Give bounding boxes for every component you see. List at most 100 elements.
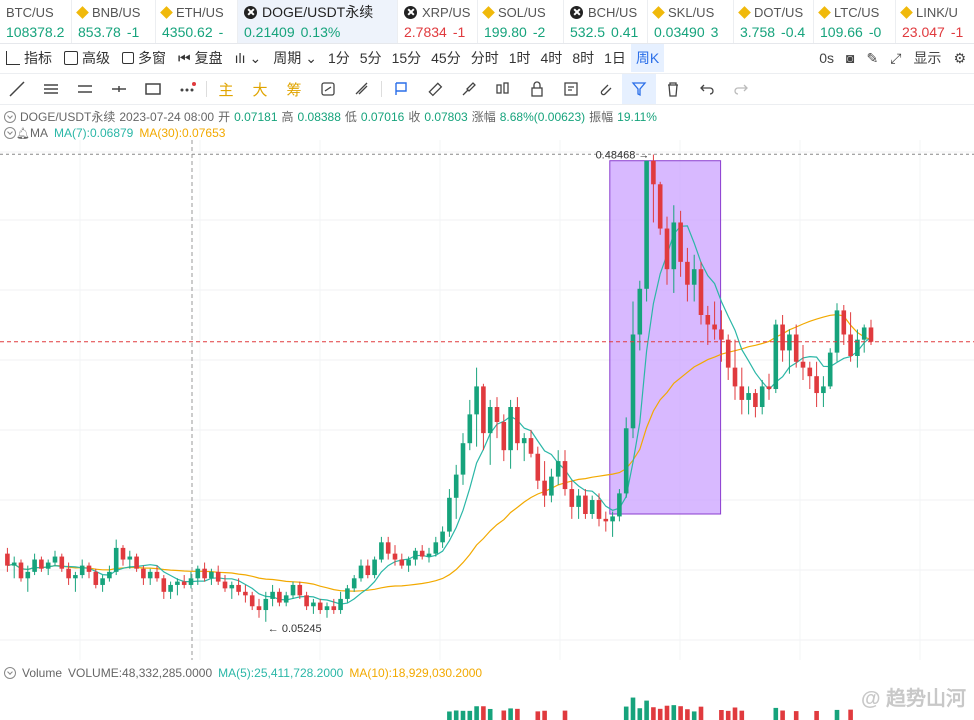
sync-tool[interactable] bbox=[311, 74, 345, 104]
camera-icon[interactable]: ◙ bbox=[846, 50, 855, 66]
candle-body bbox=[644, 160, 649, 289]
brush-tool[interactable] bbox=[452, 74, 486, 104]
candle-body bbox=[406, 559, 411, 566]
attach-tool[interactable] bbox=[588, 74, 622, 104]
horizontal-lines-tool[interactable] bbox=[34, 74, 68, 104]
candle bbox=[134, 553, 139, 572]
volume-info-bar: Volume VOLUME:48,332,285.0000 MA(5):25,4… bbox=[4, 666, 482, 680]
ticker-tab[interactable]: DOGE/USDT永续 0.21409 0.13% bbox=[238, 0, 398, 43]
trend-line-tool[interactable] bbox=[0, 74, 34, 104]
interval-button[interactable]: 5分 bbox=[359, 50, 382, 66]
volume-bar bbox=[814, 710, 819, 720]
ticker-tab[interactable]: SKL/US 0.03490 3 bbox=[648, 0, 734, 43]
ticker-tab[interactable]: XRP/US 2.7834 -1 bbox=[398, 0, 478, 43]
interval-button[interactable]: 4时 bbox=[540, 50, 563, 66]
filter-tool[interactable] bbox=[622, 74, 656, 104]
ticker-tab-bar: BTC/US 108378.2 BNB/US 853.78 -1 ETH/US 4350.6… bbox=[0, 0, 974, 44]
note-tool[interactable] bbox=[554, 74, 588, 104]
lock-tool[interactable] bbox=[520, 74, 554, 104]
candle-body bbox=[637, 288, 643, 335]
ticker-tab[interactable]: SOL/US 199.80 -2 bbox=[478, 0, 564, 43]
candle-body bbox=[351, 578, 357, 589]
fullscreen-icon[interactable]: ⤢ bbox=[890, 49, 902, 66]
candlestick-chart[interactable]: 0.48468 → ← 0.05245 bbox=[0, 140, 974, 660]
volume-bar bbox=[651, 707, 656, 720]
replay-button[interactable]: ⏮ 复盘 bbox=[172, 44, 229, 72]
parallel-channel-tool[interactable] bbox=[68, 74, 102, 104]
candle bbox=[821, 376, 826, 408]
ticker-tab[interactable]: BNB/US 853.78 -1 bbox=[72, 0, 156, 43]
candle-body bbox=[311, 602, 316, 607]
volume-bar bbox=[691, 711, 697, 720]
more-tools-button[interactable] bbox=[170, 74, 204, 104]
bell-icon[interactable]: 🔔︎ bbox=[16, 127, 30, 140]
redo-button[interactable] bbox=[724, 74, 758, 104]
volume-bar bbox=[739, 710, 745, 720]
amplitude-value: 19.11% bbox=[617, 109, 657, 124]
candle-body bbox=[868, 327, 874, 342]
ticker-price-row: 0.21409 0.13% bbox=[244, 24, 397, 40]
edit-icon[interactable]: ✎ bbox=[866, 49, 879, 66]
ticker-tab[interactable]: BCH/US 532.5 0.41 bbox=[564, 0, 648, 43]
gear-icon[interactable]: ⚙ bbox=[953, 49, 966, 66]
candle-body bbox=[705, 315, 711, 325]
candle bbox=[385, 536, 391, 560]
annotation-tool[interactable] bbox=[384, 74, 418, 104]
candle bbox=[120, 545, 126, 566]
candle-body bbox=[698, 269, 704, 316]
ticker-tab[interactable]: LINK/U 23.047 -1 bbox=[896, 0, 974, 43]
interval-button[interactable]: 15分 bbox=[391, 50, 422, 66]
display-button[interactable]: 显示 bbox=[913, 50, 942, 66]
ticker-price: 199.80 bbox=[484, 24, 527, 40]
candle bbox=[107, 565, 112, 582]
interval-button[interactable]: 1日 bbox=[604, 50, 626, 66]
cross-line-tool[interactable] bbox=[102, 74, 136, 104]
rectangle-tool[interactable] bbox=[136, 74, 170, 104]
ticker-tab[interactable]: BTC/US 108378.2 bbox=[0, 0, 72, 43]
measure-tool[interactable] bbox=[345, 74, 379, 104]
coin-icon bbox=[76, 5, 89, 19]
interval-button[interactable]: 1分 bbox=[327, 50, 350, 66]
chip-toggle[interactable]: 筹 bbox=[277, 74, 311, 104]
candle-body bbox=[732, 367, 738, 387]
candle-type-dropdown[interactable]: ılı ⌄ bbox=[229, 44, 268, 72]
multi-window-button[interactable]: 多窗 bbox=[116, 44, 172, 72]
main-label: 主 bbox=[218, 81, 234, 99]
candle bbox=[453, 464, 459, 519]
candle bbox=[311, 598, 316, 614]
large-order-toggle[interactable]: 大 bbox=[243, 74, 277, 104]
candle-body bbox=[855, 339, 860, 356]
volume-ma5: MA(5):25,411,728.2000 bbox=[218, 666, 344, 680]
volume-bar bbox=[515, 708, 520, 720]
ticker-symbol: XRP/US bbox=[404, 4, 477, 20]
interval-button[interactable]: 1时 bbox=[508, 50, 531, 66]
ticker-tab[interactable]: DOT/US 3.758 -0.4 bbox=[734, 0, 814, 43]
interval-button[interactable]: 分时 bbox=[470, 50, 499, 66]
interval-button[interactable]: 周K bbox=[630, 44, 665, 72]
ticker-tab[interactable]: ETH/US 4350.62- bbox=[156, 0, 238, 43]
interval-button[interactable]: 8时 bbox=[572, 50, 595, 66]
ma-info-bar: 🔔︎ MA MA(7):0.06879 MA(30):0.07653 bbox=[4, 126, 225, 140]
collapse-icon[interactable] bbox=[4, 667, 16, 679]
high-label: 高 bbox=[281, 110, 294, 124]
undo-button[interactable] bbox=[690, 74, 724, 104]
interval-button[interactable]: 45分 bbox=[431, 50, 461, 66]
candle-body bbox=[814, 376, 819, 394]
delete-tool[interactable] bbox=[656, 74, 690, 104]
collapse-icon[interactable] bbox=[4, 127, 16, 139]
ticker-symbol-text: BNB/US bbox=[92, 4, 141, 20]
candle-tool[interactable] bbox=[486, 74, 520, 104]
ruler-tool[interactable] bbox=[418, 74, 452, 104]
ticker-tab[interactable]: LTC/US 109.66 -0 bbox=[814, 0, 896, 43]
candle-body bbox=[5, 553, 10, 566]
ticker-symbol-text: SOL/US bbox=[498, 4, 546, 20]
collapse-icon[interactable] bbox=[4, 110, 16, 123]
candle-body bbox=[576, 495, 581, 507]
channel-icon bbox=[78, 85, 92, 93]
candle-body bbox=[134, 556, 139, 569]
advanced-button[interactable]: 高级 bbox=[58, 44, 116, 72]
period-dropdown[interactable]: 周期 ⌄ bbox=[267, 44, 323, 72]
ticker-price: 853.78 bbox=[78, 24, 121, 40]
indicators-button[interactable]: 指标 bbox=[0, 44, 58, 72]
main-toggle[interactable]: 主 bbox=[209, 74, 243, 104]
